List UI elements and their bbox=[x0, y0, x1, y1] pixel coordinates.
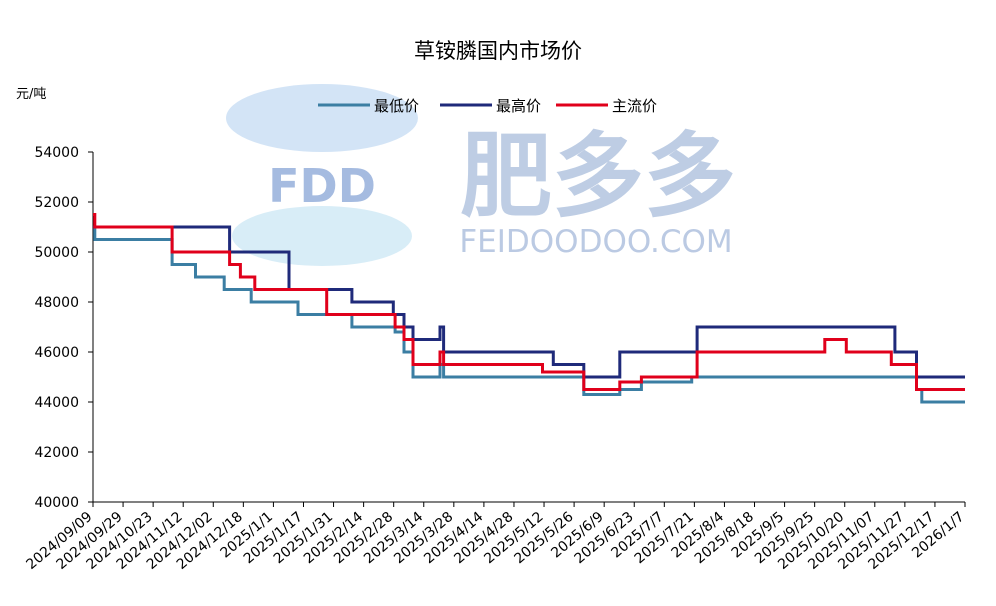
watermark-logo-text: FDD bbox=[268, 159, 376, 213]
watermark-logo-lower-wave-icon bbox=[232, 206, 412, 266]
watermark-brand-text: 肥多多 bbox=[460, 123, 736, 230]
series-layer bbox=[93, 213, 965, 404]
y-tick-label: 52000 bbox=[34, 195, 79, 211]
watermark-logo-upper-wave-icon bbox=[226, 84, 418, 152]
chart-title: 草铵膦国内市场价 bbox=[414, 39, 582, 63]
series-line-2 bbox=[93, 225, 965, 379]
y-tick-label: 54000 bbox=[34, 145, 79, 161]
y-tick-label: 46000 bbox=[34, 345, 79, 361]
watermark-url-text: FEIDOODOO.COM bbox=[459, 224, 732, 260]
y-tick-label: 42000 bbox=[34, 445, 79, 461]
y-tick-label: 44000 bbox=[34, 395, 79, 411]
legend-label: 最高价 bbox=[496, 97, 541, 115]
y-tick-label: 48000 bbox=[34, 295, 79, 311]
y-tick-label: 40000 bbox=[34, 495, 79, 511]
x-axis: 2024/09/092024/09/292024/10/232024/11/12… bbox=[23, 501, 968, 573]
y-axis: 40000 42000 44000 46000 48000 50000 52000 54000 bbox=[34, 145, 94, 511]
y-tick-label: 50000 bbox=[34, 245, 79, 261]
legend-label: 主流价 bbox=[612, 97, 657, 115]
legend: 最低价 最高价 主流价 bbox=[318, 97, 657, 115]
legend-label: 最低价 bbox=[374, 97, 419, 115]
series-line-3 bbox=[93, 213, 965, 391]
y-axis-unit-label: 元/吨 bbox=[16, 87, 46, 102]
watermark: FDD 肥多多 FEIDOODOO.COM bbox=[226, 84, 736, 266]
series-line-1 bbox=[93, 225, 965, 404]
